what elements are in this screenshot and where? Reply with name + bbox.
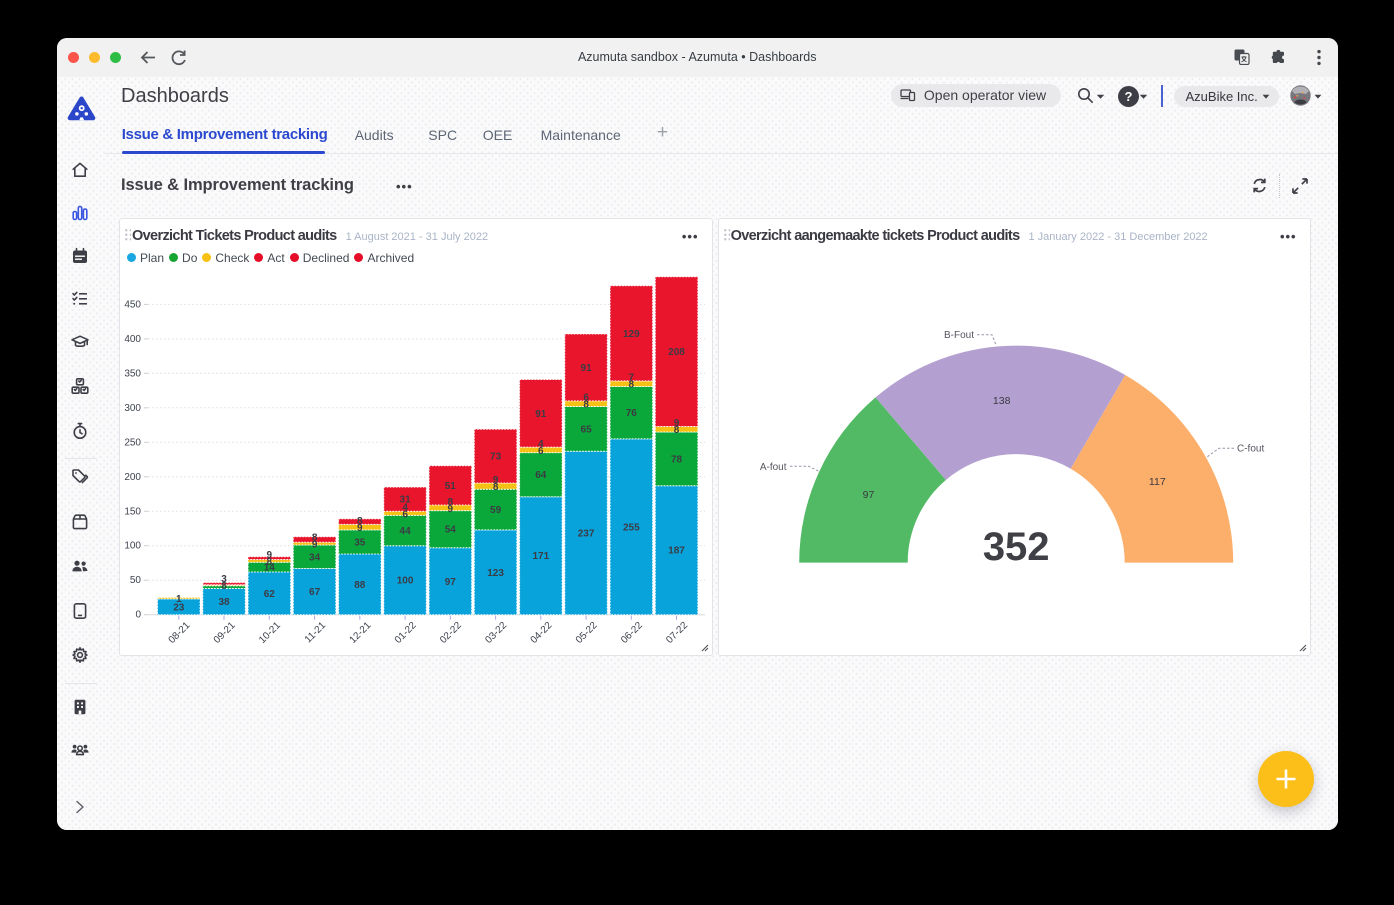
svg-text:97: 97 <box>862 488 874 500</box>
svg-text:09-21: 09-21 <box>212 619 238 645</box>
svg-text:100: 100 <box>124 540 141 551</box>
svg-text:03-22: 03-22 <box>483 619 509 645</box>
svg-text:44: 44 <box>400 526 412 537</box>
svg-text:3: 3 <box>221 574 227 585</box>
svg-text:150: 150 <box>124 506 141 517</box>
svg-text:208: 208 <box>668 347 685 358</box>
svg-text:B-Fout: B-Fout <box>944 330 974 341</box>
svg-text:8: 8 <box>357 516 363 527</box>
svg-text:6: 6 <box>583 392 589 403</box>
svg-text:07-22: 07-22 <box>664 619 690 645</box>
svg-text:97: 97 <box>445 576 457 587</box>
svg-text:A-fout: A-fout <box>759 461 786 472</box>
svg-text:7: 7 <box>629 372 635 383</box>
svg-text:62: 62 <box>264 588 276 599</box>
svg-text:65: 65 <box>581 424 593 435</box>
svg-text:59: 59 <box>490 505 502 516</box>
svg-text:8: 8 <box>583 399 589 410</box>
svg-text:91: 91 <box>535 408 547 419</box>
svg-text:9: 9 <box>493 475 499 486</box>
svg-text:123: 123 <box>487 567 504 578</box>
svg-text:02-22: 02-22 <box>438 619 464 645</box>
svg-text:4: 4 <box>538 438 544 449</box>
svg-text:54: 54 <box>445 524 457 535</box>
svg-text:9: 9 <box>267 549 273 560</box>
svg-text:9: 9 <box>674 418 680 429</box>
svg-text:35: 35 <box>354 537 366 548</box>
svg-text:450: 450 <box>124 299 141 310</box>
svg-text:11-21: 11-21 <box>303 619 329 645</box>
svg-text:01-22: 01-22 <box>393 619 419 645</box>
svg-text:C-fout: C-fout <box>1237 443 1264 454</box>
svg-text:400: 400 <box>124 333 141 344</box>
svg-text:350: 350 <box>124 368 141 379</box>
svg-text:1: 1 <box>176 594 182 605</box>
svg-text:76: 76 <box>626 408 638 419</box>
svg-text:8: 8 <box>312 532 318 543</box>
svg-text:91: 91 <box>581 363 593 374</box>
svg-text:38: 38 <box>218 597 230 608</box>
svg-text:237: 237 <box>578 528 595 539</box>
svg-text:129: 129 <box>623 328 640 339</box>
svg-text:200: 200 <box>124 471 141 482</box>
svg-text:34: 34 <box>309 552 321 563</box>
svg-text:187: 187 <box>668 545 685 556</box>
svg-text:12-21: 12-21 <box>348 619 374 645</box>
svg-text:8: 8 <box>674 425 680 436</box>
svg-text:117: 117 <box>1149 475 1166 487</box>
svg-text:23: 23 <box>173 602 185 613</box>
svg-text:51: 51 <box>445 480 457 491</box>
svg-text:8: 8 <box>221 581 227 592</box>
svg-text:06-22: 06-22 <box>619 619 645 645</box>
svg-text:78: 78 <box>671 454 683 465</box>
svg-text:300: 300 <box>124 402 141 413</box>
svg-text:9: 9 <box>357 523 363 534</box>
svg-text:73: 73 <box>490 451 502 462</box>
svg-text:352: 352 <box>982 525 1049 569</box>
svg-text:9: 9 <box>448 503 454 514</box>
svg-text:4: 4 <box>402 502 408 513</box>
svg-text:67: 67 <box>309 587 321 598</box>
svg-text:138: 138 <box>993 395 1011 407</box>
svg-text:10-21: 10-21 <box>257 619 283 645</box>
svg-text:8: 8 <box>493 482 499 493</box>
svg-text:0: 0 <box>135 609 141 620</box>
svg-text:08-21: 08-21 <box>167 619 193 645</box>
svg-text:64: 64 <box>535 470 547 481</box>
svg-text:31: 31 <box>400 494 412 505</box>
svg-text:8: 8 <box>448 496 454 507</box>
svg-text:50: 50 <box>130 575 142 586</box>
svg-text:255: 255 <box>623 522 640 533</box>
svg-text:9: 9 <box>312 539 318 550</box>
svg-text:171: 171 <box>532 551 549 562</box>
svg-text:04-22: 04-22 <box>529 619 555 645</box>
svg-text:05-22: 05-22 <box>574 619 600 645</box>
svg-text:6: 6 <box>402 509 408 520</box>
svg-text:8: 8 <box>267 556 273 567</box>
svg-text:100: 100 <box>397 575 414 586</box>
svg-text:88: 88 <box>354 579 366 590</box>
svg-text:14: 14 <box>264 562 276 573</box>
svg-text:250: 250 <box>124 437 141 448</box>
svg-text:8: 8 <box>629 379 635 390</box>
svg-text:6: 6 <box>538 445 544 456</box>
